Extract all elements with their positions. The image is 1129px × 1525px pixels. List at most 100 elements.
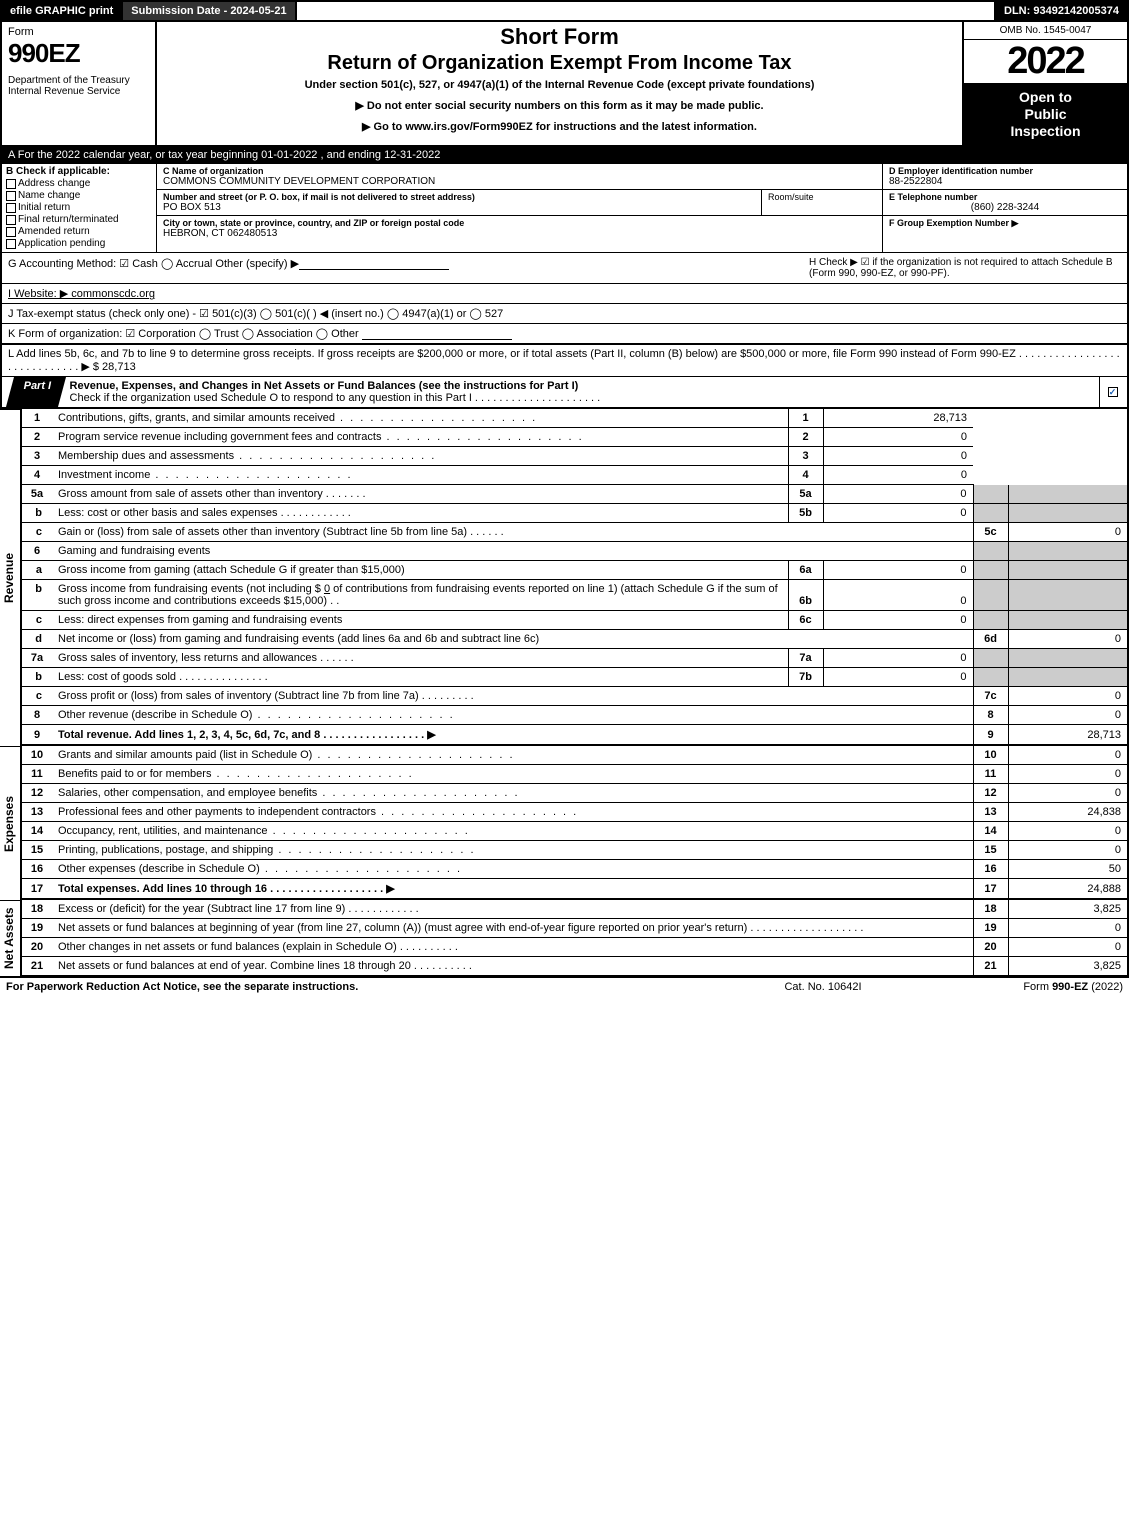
page-footer: For Paperwork Reduction Act Notice, see … xyxy=(0,976,1129,996)
line-3-desc: Membership dues and assessments xyxy=(52,447,788,466)
chk-final-return[interactable] xyxy=(6,215,16,225)
line-1-desc: Contributions, gifts, grants, and simila… xyxy=(52,409,788,428)
tax-year: 2022 xyxy=(964,40,1127,83)
catalog-number: Cat. No. 10642I xyxy=(723,981,923,993)
section-a-tax-year: A For the 2022 calendar year, or tax yea… xyxy=(0,147,1129,164)
line-4-value: 0 xyxy=(823,466,973,485)
line-19-desc: Net assets or fund balances at beginning… xyxy=(52,919,973,938)
netassets-side-label: Net Assets xyxy=(0,900,22,976)
inspection-badge: Open to Public Inspection xyxy=(964,83,1127,145)
form-id-block: Form 990EZ Department of the Treasury In… xyxy=(2,22,157,145)
form-title: Return of Organization Exempt From Incom… xyxy=(165,52,954,75)
department: Department of the Treasury Internal Reve… xyxy=(8,75,149,97)
part1-tab: Part I xyxy=(6,377,66,407)
line-3-value: 0 xyxy=(823,447,973,466)
short-form-label: Short Form xyxy=(165,24,954,50)
expenses-table: 10Grants and similar amounts paid (list … xyxy=(22,746,1129,900)
form-footer-id: Form 990-EZ (2022) xyxy=(923,981,1123,993)
line-6a-desc: Gross income from gaming (attach Schedul… xyxy=(52,561,788,580)
city-label: City or town, state or province, country… xyxy=(163,218,876,228)
section-k-org-form: K Form of organization: ☑ Corporation ◯ … xyxy=(0,324,1129,345)
line-8-desc: Other revenue (describe in Schedule O) xyxy=(52,706,973,725)
line-7c-desc: Gross profit or (loss) from sales of inv… xyxy=(52,687,973,706)
revenue-side-label: Revenue xyxy=(0,409,22,746)
revenue-section: Revenue 1Contributions, gifts, grants, a… xyxy=(0,409,1129,746)
line-13-desc: Professional fees and other payments to … xyxy=(52,803,973,822)
line-14-desc: Occupancy, rent, utilities, and maintena… xyxy=(52,822,973,841)
line-1-value: 28,713 xyxy=(823,409,973,428)
line-7a-desc: Gross sales of inventory, less returns a… xyxy=(52,649,788,668)
line-21-value: 3,825 xyxy=(1008,957,1128,976)
line-8-value: 0 xyxy=(1008,706,1128,725)
section-b-label: B Check if applicable: xyxy=(6,166,152,177)
line-13-value: 24,838 xyxy=(1008,803,1128,822)
warning-ssn: ▶ Do not enter social security numbers o… xyxy=(165,99,954,112)
section-def: D Employer identification number 88-2522… xyxy=(882,164,1127,252)
line-6c-desc: Less: direct expenses from gaming and fu… xyxy=(52,611,788,630)
line-18-desc: Excess or (deficit) for the year (Subtra… xyxy=(52,900,973,919)
line-6b-desc: Gross income from fundraising events (no… xyxy=(52,580,788,611)
line-15-value: 0 xyxy=(1008,841,1128,860)
line-14-value: 0 xyxy=(1008,822,1128,841)
org-name-label: C Name of organization xyxy=(163,166,876,176)
line-20-desc: Other changes in net assets or fund bala… xyxy=(52,938,973,957)
section-l-gross-receipts: L Add lines 5b, 6c, and 7b to line 9 to … xyxy=(0,345,1129,376)
line-5c-value: 0 xyxy=(1008,523,1128,542)
line-11-desc: Benefits paid to or for members xyxy=(52,765,973,784)
chk-name-change[interactable] xyxy=(6,191,16,201)
line-5c-desc: Gain or (loss) from sale of assets other… xyxy=(52,523,973,542)
part1-checkbox[interactable] xyxy=(1099,377,1127,407)
line-17-value: 24,888 xyxy=(1008,879,1128,900)
ein-value: 88-2522804 xyxy=(889,176,1121,187)
line-6d-desc: Net income or (loss) from gaming and fun… xyxy=(52,630,973,649)
submission-date: Submission Date - 2024-05-21 xyxy=(123,2,296,20)
room-suite-label: Room/suite xyxy=(762,190,882,215)
line-6b-value: 0 xyxy=(823,580,973,611)
phone-label: E Telephone number xyxy=(889,192,1121,202)
instructions-link[interactable]: ▶ Go to www.irs.gov/Form990EZ for instru… xyxy=(165,120,954,133)
form-meta-block: OMB No. 1545-0047 2022 Open to Public In… xyxy=(962,22,1127,145)
chk-application-pending[interactable] xyxy=(6,239,16,249)
section-b-checkboxes: B Check if applicable: Address change Na… xyxy=(2,164,157,252)
form-header: Form 990EZ Department of the Treasury In… xyxy=(0,22,1129,147)
street-label: Number and street (or P. O. box, if mail… xyxy=(163,192,755,202)
net-assets-section: Net Assets 18Excess or (deficit) for the… xyxy=(0,900,1129,976)
line-5b-desc: Less: cost or other basis and sales expe… xyxy=(52,504,788,523)
line-19-value: 0 xyxy=(1008,919,1128,938)
expenses-side-label: Expenses xyxy=(0,746,22,900)
form-word: Form xyxy=(8,26,149,38)
efile-label[interactable]: efile GRAPHIC print xyxy=(2,2,123,20)
line-21-desc: Net assets or fund balances at end of ye… xyxy=(52,957,973,976)
part1-header: Part I Revenue, Expenses, and Changes in… xyxy=(0,376,1129,409)
line-2-desc: Program service revenue including govern… xyxy=(52,428,788,447)
line-9-value: 28,713 xyxy=(1008,725,1128,746)
part1-title: Revenue, Expenses, and Changes in Net As… xyxy=(62,377,1099,407)
line-7b-desc: Less: cost of goods sold . . . . . . . .… xyxy=(52,668,788,687)
expenses-section: Expenses 10Grants and similar amounts pa… xyxy=(0,746,1129,900)
line-16-desc: Other expenses (describe in Schedule O) xyxy=(52,860,973,879)
omb-number: OMB No. 1545-0047 xyxy=(964,22,1127,40)
line-6c-value: 0 xyxy=(823,611,973,630)
line-7c-value: 0 xyxy=(1008,687,1128,706)
line-6d-value: 0 xyxy=(1008,630,1128,649)
line-11-value: 0 xyxy=(1008,765,1128,784)
paperwork-notice: For Paperwork Reduction Act Notice, see … xyxy=(6,981,723,993)
section-i-website: I Website: ▶ commonscdc.org xyxy=(0,284,1129,304)
chk-initial-return[interactable] xyxy=(6,203,16,213)
line-9-desc: Total revenue. Add lines 1, 2, 3, 4, 5c,… xyxy=(52,725,973,746)
chk-address-change[interactable] xyxy=(6,179,16,189)
line-12-value: 0 xyxy=(1008,784,1128,803)
line-5a-value: 0 xyxy=(823,485,973,504)
line-6a-value: 0 xyxy=(823,561,973,580)
line-18-value: 3,825 xyxy=(1008,900,1128,919)
line-12-desc: Salaries, other compensation, and employ… xyxy=(52,784,973,803)
line-2-value: 0 xyxy=(823,428,973,447)
line-4-desc: Investment income xyxy=(52,466,788,485)
line-6-desc: Gaming and fundraising events xyxy=(52,542,973,561)
revenue-table: 1Contributions, gifts, grants, and simil… xyxy=(22,409,1129,746)
top-bar: efile GRAPHIC print Submission Date - 20… xyxy=(0,0,1129,22)
form-number: 990EZ xyxy=(8,38,149,69)
org-name: COMMONS COMMUNITY DEVELOPMENT CORPORATIO… xyxy=(163,176,876,187)
line-16-value: 50 xyxy=(1008,860,1128,879)
chk-amended-return[interactable] xyxy=(6,227,16,237)
